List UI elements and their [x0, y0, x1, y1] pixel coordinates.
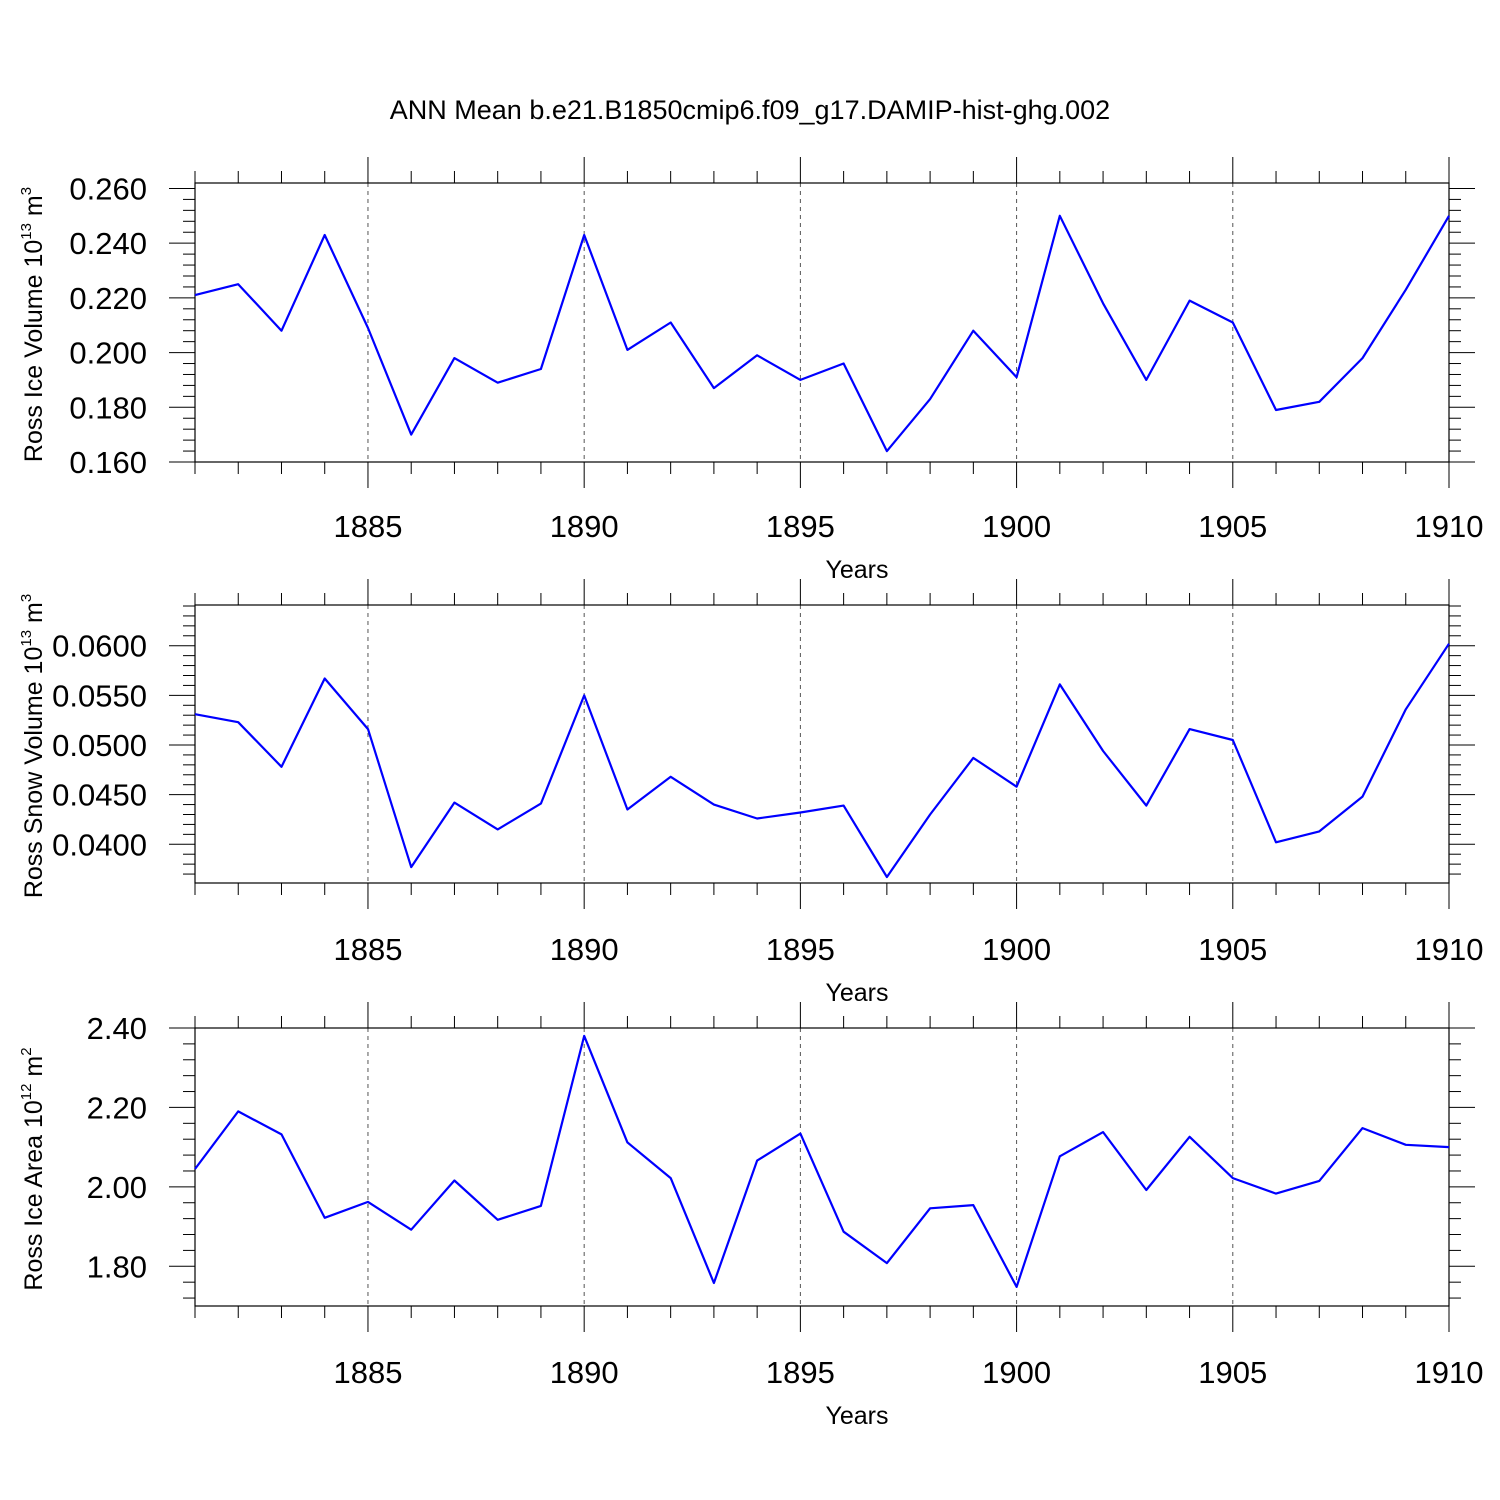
chart-title: ANN Mean b.e21.B1850cmip6.f09_g17.DAMIP-… — [390, 95, 1110, 125]
x-axis-title: Years — [825, 979, 888, 1007]
chart-panel-snow-volume: 0.0400 0.0450 0.0500 0.0550 0.0600 1885 1890 18… — [18, 579, 1483, 1007]
x-tick-label: 1885 — [333, 1355, 402, 1390]
x-tick-label: 1910 — [1415, 509, 1484, 544]
plot-frame — [194, 1027, 1450, 1307]
chart-panel-ice-area: 1.80 2.00 2.20 2.40 1885 1890 1895 1900 1905 1910… — [18, 1002, 1483, 1430]
series-line-ice-area — [194, 1034, 1450, 1289]
y-tick-label: 1.80 — [87, 1249, 147, 1284]
y-tick-label: 0.0400 — [52, 827, 147, 862]
y-tick-label: 0.160 — [69, 445, 147, 480]
y-tick-label: 0.0550 — [52, 678, 147, 713]
x-tick-label: 1905 — [1198, 932, 1267, 967]
plot-frame — [194, 604, 1450, 884]
x-tick-label: 1905 — [1198, 509, 1267, 544]
y-tick-label: 2.20 — [87, 1090, 147, 1125]
x-tick-label: 1910 — [1415, 1355, 1484, 1390]
y-tick-label: 0.220 — [69, 281, 147, 316]
x-tick-label: 1890 — [550, 932, 619, 967]
x-tick-label: 1895 — [766, 509, 835, 544]
x-tick-label: 1900 — [982, 509, 1051, 544]
x-tick-label: 1890 — [550, 509, 619, 544]
y-tick-label: 0.0450 — [52, 778, 147, 813]
x-axis-title: Years — [825, 556, 888, 584]
y-tick-label: 0.260 — [69, 171, 147, 206]
plot-frame — [194, 182, 1450, 463]
y-tick-label: 0.240 — [69, 226, 147, 261]
y-axis-title: Ross Snow Volume 1013 m3 — [18, 594, 48, 898]
x-tick-label: 1885 — [333, 509, 402, 544]
x-tick-label: 1910 — [1415, 932, 1484, 967]
y-axis-title: Ross Ice Volume 1013 m3 — [18, 187, 48, 462]
x-tick-label: 1895 — [766, 1355, 835, 1390]
x-tick-label: 1890 — [550, 1355, 619, 1390]
x-axis-title: Years — [825, 1402, 888, 1430]
y-tick-label: 0.200 — [69, 336, 147, 371]
series-line-ice-volume — [194, 214, 1450, 453]
chart-panel-ice-volume: 0.160 0.180 0.200 0.220 0.240 0.260 1885 1890 18… — [18, 157, 1483, 584]
y-tick-label: 0.180 — [69, 390, 147, 425]
y-tick-label: 0.0600 — [52, 629, 147, 664]
y-axis-title: Ross Ice Area 1012 m2 — [18, 1047, 48, 1290]
x-tick-label: 1900 — [982, 1355, 1051, 1390]
y-tick-label: 2.00 — [87, 1170, 147, 1205]
x-tick-label: 1895 — [766, 932, 835, 967]
x-tick-label: 1900 — [982, 932, 1051, 967]
y-tick-label: 0.0500 — [52, 728, 147, 763]
y-tick-label: 2.40 — [87, 1011, 147, 1046]
x-tick-label: 1885 — [333, 932, 402, 967]
x-tick-label: 1905 — [1198, 1355, 1267, 1390]
series-line-snow-volume — [194, 643, 1450, 879]
